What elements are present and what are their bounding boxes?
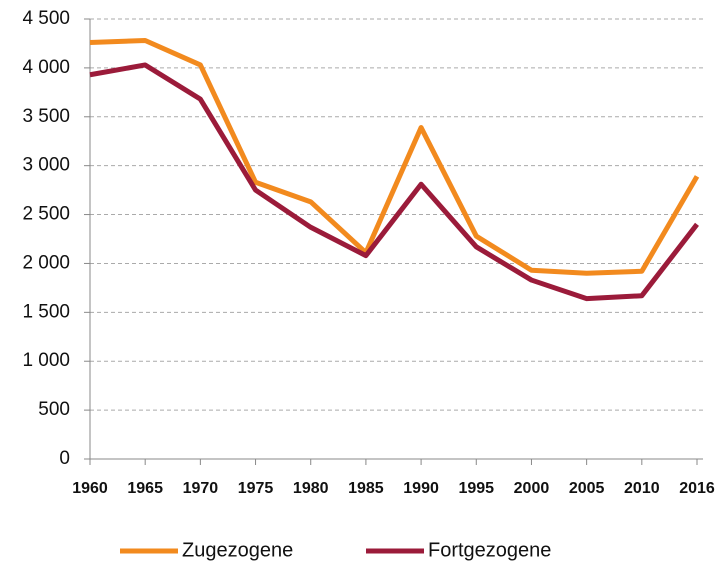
x-tick-label: 1990 <box>403 480 439 497</box>
y-tick-label: 3 000 <box>22 155 70 176</box>
y-tick-label: 500 <box>38 399 70 420</box>
x-tick-label: 2016 <box>679 480 715 497</box>
y-tick-label: 0 <box>59 448 70 469</box>
series-line <box>89 62 699 302</box>
x-tick-label: 2010 <box>624 480 660 497</box>
x-tick-label: 1980 <box>293 480 329 497</box>
series-line <box>89 38 700 276</box>
x-tick-label: 1995 <box>458 480 494 497</box>
y-tick-label: 4 000 <box>22 57 70 78</box>
y-tick-label: 2 500 <box>22 204 70 225</box>
x-tick-label: 1960 <box>72 480 108 497</box>
x-tick-label: 2000 <box>514 480 550 497</box>
y-tick-label: 2 000 <box>22 252 70 273</box>
legend-label: Fortgezogene <box>428 539 551 561</box>
y-tick-label: 1 500 <box>22 301 70 322</box>
x-tick-label: 1985 <box>348 480 384 497</box>
x-tick-label: 1970 <box>183 480 219 497</box>
y-tick-label: 1 000 <box>22 350 70 371</box>
x-tick-label: 1975 <box>238 480 274 497</box>
y-tick-label: 3 500 <box>22 106 70 127</box>
y-tick-label: 4 500 <box>22 8 70 29</box>
legend-label: Zugezogene <box>182 539 293 561</box>
x-tick-label: 1965 <box>127 480 163 497</box>
x-tick-label: 2005 <box>569 480 605 497</box>
